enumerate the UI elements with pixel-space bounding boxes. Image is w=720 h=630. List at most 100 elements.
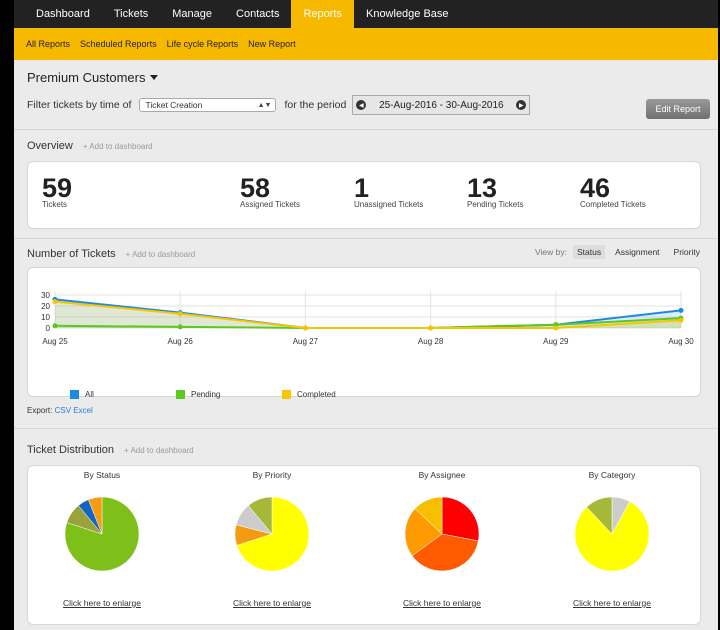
subnav-new-report[interactable]: New Report <box>248 39 296 49</box>
report-title: Premium Customers <box>27 70 146 85</box>
legend-label: All <box>85 390 94 399</box>
export-label: Export: <box>27 406 53 415</box>
data-point <box>177 311 183 317</box>
pie-chart[interactable] <box>233 495 311 573</box>
time-filter-select[interactable]: Ticket Creation ▲▼ <box>139 98 277 112</box>
pie-by-assignee: By Assignee Click here to enlarge <box>382 470 502 608</box>
x-tick-label: Aug 26 <box>168 337 194 346</box>
subnav-scheduled-reports[interactable]: Scheduled Reports <box>80 39 157 49</box>
distribution-header: Ticket Distribution + Add to dashboard <box>14 444 207 456</box>
next-period-icon[interactable]: ▶ <box>516 100 527 110</box>
pie-slice <box>574 501 650 572</box>
pie-slice <box>248 496 273 535</box>
export-csv-link[interactable]: CSV <box>54 406 72 415</box>
previous-period-icon[interactable]: ◀ <box>356 100 367 110</box>
legend-item-all: All <box>70 390 94 399</box>
stat-label: Completed Tickets <box>580 200 646 209</box>
data-point <box>678 307 684 313</box>
stat-value: 58 <box>240 173 271 203</box>
app-frame: Dashboard Tickets Manage Contacts Report… <box>14 0 718 630</box>
pie-chart[interactable] <box>403 495 481 573</box>
pie-slice <box>404 508 443 557</box>
pie-title: By Status <box>83 470 121 480</box>
date-range-value: 25-Aug-2016 - 30-Aug-2016 <box>379 99 504 111</box>
tab-dashboard[interactable]: Dashboard <box>36 8 90 20</box>
overview-card: 59 Tickets 58 Assigned Tickets 1 Unassig… <box>27 161 701 229</box>
pie-slice <box>414 496 443 535</box>
tab-contacts[interactable]: Contacts <box>236 8 280 20</box>
x-tick-label: Aug 27 <box>293 337 319 346</box>
y-tick-label: 10 <box>41 313 50 322</box>
stat-pending: 13 Pending Tickets <box>467 174 523 209</box>
view-by-label: View by: <box>535 247 568 257</box>
stat-completed: 46 Completed Tickets <box>580 174 646 209</box>
pie-chart[interactable] <box>63 495 141 573</box>
stat-value: 13 <box>467 173 498 203</box>
data-point <box>52 299 58 305</box>
y-tick-label: 20 <box>41 302 50 311</box>
time-filter-value: Ticket Creation <box>145 100 203 110</box>
view-by-assignment[interactable]: Assignment <box>615 247 660 257</box>
pie-title: By Category <box>588 470 636 480</box>
report-header: Premium Customers Filter tickets by time… <box>14 60 718 115</box>
distribution-add-to-dashboard[interactable]: + Add to dashboard <box>124 446 194 455</box>
data-point <box>428 325 434 331</box>
data-point <box>177 324 183 330</box>
select-arrows-icon: ▲▼ <box>257 101 272 109</box>
enlarge-link[interactable]: Click here to enlarge <box>233 598 311 608</box>
overview-title: Overview <box>27 140 73 152</box>
stat-label: Pending Tickets <box>467 200 524 209</box>
subnav-all-reports[interactable]: All Reports <box>26 39 71 49</box>
filter-row: Filter tickets by time of Ticket Creatio… <box>27 95 705 115</box>
pie-title: By Priority <box>252 470 292 480</box>
overview-add-to-dashboard[interactable]: + Add to dashboard <box>82 142 153 151</box>
pie-slice <box>586 496 613 535</box>
tickets-chart-card: 30 20 10 0 Aug 25 Aug 26 Aug 27 Aug 28 Aug 29 Aug… <box>27 267 701 399</box>
header-divider <box>14 129 718 130</box>
legend-item-pending: Pending <box>176 390 220 399</box>
stat-tickets: 59 Tickets <box>42 174 72 209</box>
stat-label: Unassigned Tickets <box>354 200 424 209</box>
tab-knowledge-base[interactable]: Knowledge Base <box>365 8 449 20</box>
pie-chart[interactable] <box>573 495 651 573</box>
tab-reports[interactable]: Reports <box>291 0 354 28</box>
subnav-lifecycle-reports[interactable]: Life cycle Reports <box>166 39 239 49</box>
data-point <box>678 317 684 323</box>
caret-down-icon <box>150 75 159 80</box>
period-label: for the period <box>284 99 347 111</box>
overview-header: Overview + Add to dashboard <box>14 140 718 152</box>
view-by-priority[interactable]: Priority <box>673 247 700 257</box>
pie-slice <box>411 533 479 572</box>
series-line <box>54 300 682 329</box>
data-point <box>302 325 308 331</box>
view-by-status[interactable]: Status <box>573 245 606 259</box>
tab-manage[interactable]: Manage <box>172 8 213 20</box>
enlarge-link[interactable]: Click here to enlarge <box>403 598 481 608</box>
pie-by-category: By Category Click here to enlarge <box>552 470 672 608</box>
export-excel-link[interactable]: Excel <box>73 406 93 415</box>
distribution-title: Ticket Distribution <box>27 444 115 456</box>
legend-label: Pending <box>191 390 221 399</box>
reports-subnav: All Reports Scheduled Reports Life cycle… <box>14 28 718 60</box>
date-range-picker[interactable]: ◀ 25-Aug-2016 - 30-Aug-2016 ▶ <box>352 95 531 115</box>
pie-slice <box>88 496 103 535</box>
enlarge-link[interactable]: Click here to enlarge <box>573 598 651 608</box>
pie-title: By Assignee <box>418 470 466 480</box>
chart-divider <box>14 428 718 429</box>
distribution-card: By Status Click here to enlarge By Prior… <box>27 465 701 625</box>
pie-by-status: By Status Click here to enlarge <box>42 470 162 608</box>
pie-by-priority: By Priority Click here to enlarge <box>212 470 332 608</box>
report-title-dropdown[interactable]: Premium Customers <box>27 70 705 85</box>
y-tick-label: 30 <box>41 291 50 300</box>
tickets-chart-header: Number of Tickets + Add to dashboard <box>14 248 208 260</box>
tab-tickets[interactable]: Tickets <box>113 8 149 20</box>
tickets-add-to-dashboard[interactable]: + Add to dashboard <box>125 250 196 259</box>
series-area <box>55 301 681 328</box>
edit-report-button[interactable]: Edit Report <box>646 99 710 119</box>
overview-divider <box>14 238 718 239</box>
y-tick-label: 0 <box>46 324 51 333</box>
enlarge-link[interactable]: Click here to enlarge <box>63 598 141 608</box>
legend-swatch <box>176 390 185 399</box>
pie-slice <box>441 496 480 542</box>
x-tick-label: Aug 29 <box>543 337 569 346</box>
